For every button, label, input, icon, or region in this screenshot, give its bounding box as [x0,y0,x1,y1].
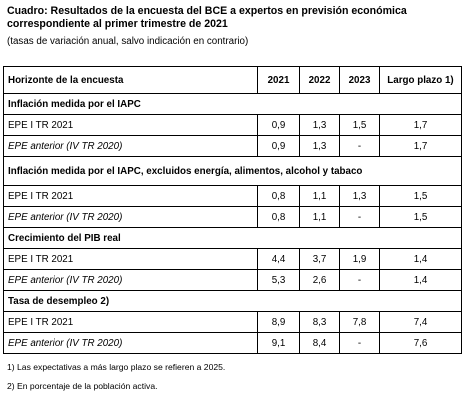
header-2023: 2023 [339,66,380,94]
cell-2022: 2,6 [299,269,340,291]
cell-2021: 0,8 [257,206,300,228]
cell-2023: - [339,206,380,228]
cell-2023: 7,8 [339,311,380,333]
table-row: EPE anterior (IV TR 2020) 9,1 8,4 - 7,6 [3,332,462,354]
table-row: EPE I TR 2021 0,9 1,3 1,5 1,7 [3,114,462,136]
cell-2023: - [339,332,380,354]
table-subtitle: (tasas de variación anual, salvo indicac… [7,36,249,47]
footnote-1: 1) Las expectativas a más largo plazo se… [7,362,226,372]
cell-2022: 8,3 [299,311,340,333]
header-2021: 2021 [257,66,300,94]
section-row-core-hicp: Inflación medida por el IAPC, excluidos … [3,156,462,186]
row-label: EPE I TR 2021 [3,114,258,136]
cell-2022: 1,1 [299,206,340,228]
header-2022: 2022 [299,66,340,94]
cell-long-term: 1,4 [379,269,462,291]
survey-results-table: Horizonte de la encuesta 2021 2022 2023 … [3,66,462,354]
header-long-term: Largo plazo 1) [379,66,462,94]
footnotes: 1) Las expectativas a más largo plazo se… [7,362,225,400]
cell-long-term: 7,6 [379,332,462,354]
cell-2023: - [339,135,380,157]
cell-2021: 8,9 [257,311,300,333]
table-row: EPE anterior (IV TR 2020) 0,9 1,3 - 1,7 [3,135,462,157]
table-row: EPE anterior (IV TR 2020) 5,3 2,6 - 1,4 [3,269,462,291]
section-heading: Tasa de desempleo 2) [3,290,462,312]
row-label: EPE anterior (IV TR 2020) [3,269,258,291]
section-row-gdp: Crecimiento del PIB real [3,227,462,249]
cell-long-term: 1,7 [379,135,462,157]
cell-2023: - [339,269,380,291]
cell-long-term: 1,4 [379,248,462,270]
cell-2021: 9,1 [257,332,300,354]
row-label: EPE anterior (IV TR 2020) [3,206,258,228]
cell-2022: 1,3 [299,114,340,136]
table-header-row: Horizonte de la encuesta 2021 2022 2023 … [3,66,462,94]
cell-2021: 0,9 [257,135,300,157]
cell-2023: 1,9 [339,248,380,270]
cell-long-term: 7,4 [379,311,462,333]
cell-2022: 3,7 [299,248,340,270]
cell-2021: 0,9 [257,114,300,136]
table-row: EPE I TR 2021 8,9 8,3 7,8 7,4 [3,311,462,333]
cell-2021: 5,3 [257,269,300,291]
cell-long-term: 1,7 [379,114,462,136]
table-row: EPE I TR 2021 4,4 3,7 1,9 1,4 [3,248,462,270]
cell-2022: 1,3 [299,135,340,157]
cell-2021: 4,4 [257,248,300,270]
row-label: EPE anterior (IV TR 2020) [3,135,258,157]
cell-2022: 8,4 [299,332,340,354]
cell-2022: 1,1 [299,185,340,207]
section-row-hicp: Inflación medida por el IAPC [3,93,462,115]
row-label: EPE I TR 2021 [3,185,258,207]
section-heading: Inflación medida por el IAPC [3,93,462,115]
cell-2021: 0,8 [257,185,300,207]
table-row: EPE I TR 2021 0,8 1,1 1,3 1,5 [3,185,462,207]
cell-long-term: 1,5 [379,185,462,207]
section-row-unemployment: Tasa de desempleo 2) [3,290,462,312]
header-horizon: Horizonte de la encuesta [3,66,258,94]
row-label: EPE I TR 2021 [3,248,258,270]
section-heading: Crecimiento del PIB real [3,227,462,249]
section-heading: Inflación medida por el IAPC, excluidos … [3,156,462,186]
row-label: EPE anterior (IV TR 2020) [3,332,258,354]
footnote-2: 2) En porcentaje de la población activa. [7,381,158,391]
table-row: EPE anterior (IV TR 2020) 0,8 1,1 - 1,5 [3,206,462,228]
cell-2023: 1,3 [339,185,380,207]
row-label: EPE I TR 2021 [3,311,258,333]
cell-2023: 1,5 [339,114,380,136]
cell-long-term: 1,5 [379,206,462,228]
table-title: Cuadro: Resultados de la encuesta del BC… [7,5,407,30]
